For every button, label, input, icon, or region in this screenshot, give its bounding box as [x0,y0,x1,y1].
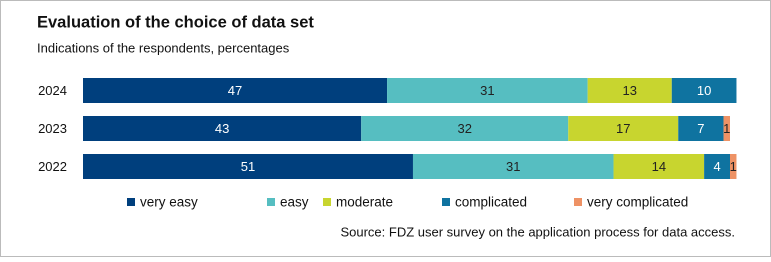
data-label: 43 [215,121,229,136]
bar-segment [730,154,737,179]
legend-label: moderate [336,195,393,210]
data-label: 1 [723,121,730,136]
legend-swatch [323,198,331,206]
bar-segment [83,116,362,141]
chart-subtitle: Indications of the respondents, percenta… [37,40,290,55]
y-tick-label: 2022 [38,159,67,174]
legend-label: complicated [455,195,527,210]
bar-segment [671,78,737,103]
data-label: 17 [616,121,630,136]
data-label: 47 [228,83,242,98]
bar-segment [678,116,724,141]
data-label: 31 [480,83,494,98]
data-label: 13 [622,83,636,98]
bar-segment [83,154,413,179]
bar-segment [723,116,730,141]
data-label: 7 [697,121,704,136]
legend-label: very easy [140,195,198,210]
data-label: 31 [506,159,520,174]
data-label: 1 [730,159,737,174]
bar-segment [387,78,588,103]
chart-title: Evaluation of the choice of data set [37,13,314,31]
data-label: 4 [713,159,720,174]
legend-swatch [442,198,450,206]
data-label: 14 [652,159,666,174]
legend-label: easy [280,195,309,210]
legend-swatch [574,198,582,206]
source-note: Source: FDZ user survey on the applicati… [340,224,735,239]
bar-segment [613,154,705,179]
bar-segment [83,78,388,103]
data-label: 32 [457,121,471,136]
bar-segment [704,154,730,179]
legend-swatch [127,198,135,206]
bar-segment [587,78,672,103]
legend-label: very complicated [587,195,688,210]
bar-segment [412,154,614,179]
y-tick-label: 2023 [38,121,67,136]
y-tick-label: 2024 [38,83,67,98]
data-label: 10 [697,83,711,98]
data-label: 51 [241,159,255,174]
bar-segment [568,116,679,141]
bar-segment [361,116,569,141]
legend-swatch [267,198,275,206]
